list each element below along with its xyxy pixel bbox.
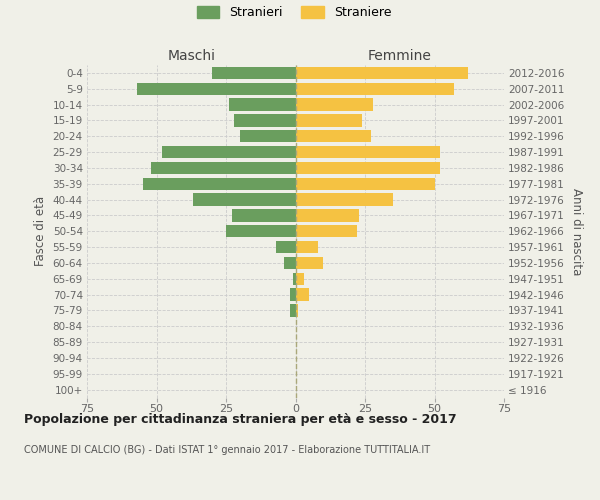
Bar — [296, 130, 371, 142]
Bar — [290, 288, 296, 301]
Bar — [284, 256, 296, 269]
Bar — [293, 272, 296, 285]
Text: Femmine: Femmine — [368, 48, 431, 62]
Bar — [226, 225, 296, 237]
Bar — [232, 209, 296, 222]
Legend: Stranieri, Straniere: Stranieri, Straniere — [197, 6, 391, 19]
Bar — [296, 256, 323, 269]
Bar — [296, 288, 310, 301]
Bar — [290, 304, 296, 316]
Y-axis label: Anni di nascita: Anni di nascita — [571, 188, 583, 275]
Bar — [240, 130, 296, 142]
Bar — [296, 272, 304, 285]
Bar — [235, 114, 296, 126]
Bar — [143, 178, 296, 190]
Bar — [296, 82, 454, 95]
Bar — [296, 66, 468, 79]
Bar — [296, 98, 373, 111]
Bar — [137, 82, 296, 95]
Bar — [296, 114, 362, 126]
Bar — [229, 98, 296, 111]
Bar — [276, 241, 296, 254]
Bar — [296, 194, 393, 206]
Bar — [296, 146, 440, 158]
Text: Popolazione per cittadinanza straniera per età e sesso - 2017: Popolazione per cittadinanza straniera p… — [24, 412, 457, 426]
Bar — [212, 66, 296, 79]
Bar — [296, 178, 434, 190]
Bar — [193, 194, 296, 206]
Y-axis label: Fasce di età: Fasce di età — [34, 196, 47, 266]
Bar — [162, 146, 296, 158]
Bar — [296, 304, 298, 316]
Bar — [296, 209, 359, 222]
Bar — [296, 241, 318, 254]
Bar — [296, 225, 356, 237]
Bar — [296, 162, 440, 174]
Text: COMUNE DI CALCIO (BG) - Dati ISTAT 1° gennaio 2017 - Elaborazione TUTTITALIA.IT: COMUNE DI CALCIO (BG) - Dati ISTAT 1° ge… — [24, 445, 430, 455]
Text: Maschi: Maschi — [167, 48, 215, 62]
Bar — [151, 162, 296, 174]
